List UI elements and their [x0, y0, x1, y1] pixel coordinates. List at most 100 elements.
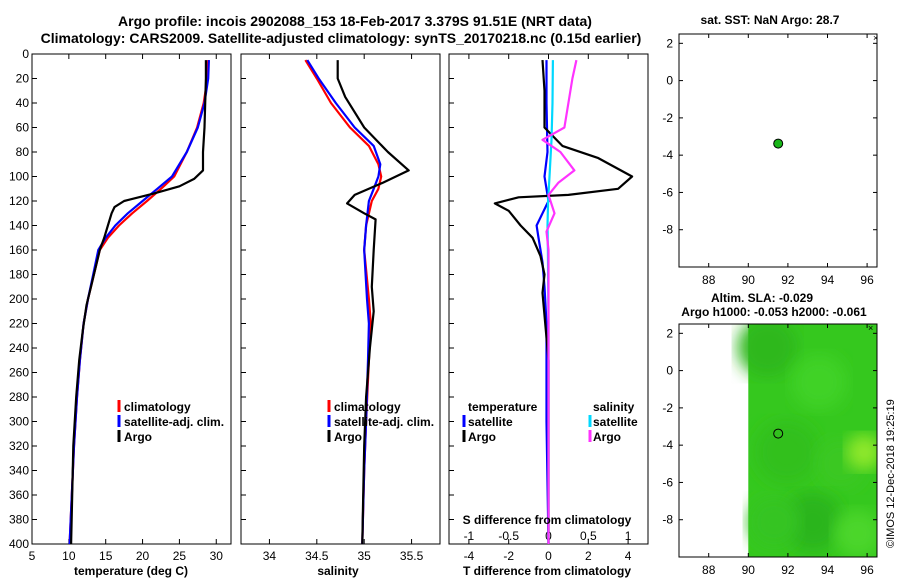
legend-label-satellite: satellite-adj. clim. — [124, 415, 224, 429]
map-y-tick-label: -8 — [662, 223, 673, 237]
legend-label-s-satellite: satellite — [593, 415, 638, 429]
argo-location-marker — [773, 428, 784, 439]
y-tick-label: 220 — [9, 317, 29, 331]
y-tick-label: 180 — [9, 268, 29, 282]
y-tick-label: 340 — [9, 464, 29, 478]
sla-map-panel: Altim. SLA: -0.029 Argo h1000: -0.053 h2… — [662, 291, 878, 577]
legend-label-climatology: climatology — [334, 400, 401, 414]
y-tick-label: 360 — [9, 488, 29, 502]
x-tick-label: 34 — [263, 549, 277, 563]
argo-location-marker — [773, 138, 784, 149]
x-tick-label: 34.5 — [305, 549, 329, 563]
series-line-argo — [336, 60, 410, 545]
y-tick-label: 400 — [9, 537, 29, 551]
sst-map-panel: sat. SST: NaN Argo: 28.7 88 90 92 94 96 2 0 -2 -… — [662, 13, 878, 287]
sla-field-patch — [846, 434, 877, 471]
temperature-legend: climatology satellite-adj. clim. Argo — [117, 400, 224, 444]
map-x-tick-label: 88 — [702, 273, 716, 287]
map-y-tick-label: -6 — [662, 185, 673, 199]
series-line-t-satellite — [535, 60, 550, 545]
s-tick-label: 0.5 — [580, 529, 597, 543]
salinity-panel: 34 34.5 35 35.5 salinity climatology satell… — [240, 53, 441, 578]
map-x-tick-label: 92 — [781, 273, 795, 287]
sst-map-title: sat. SST: NaN Argo: 28.7 — [701, 13, 840, 27]
map-x-tick-label: 96 — [860, 563, 874, 577]
figure-title-line2: Climatology: CARS2009. Satellite-adjuste… — [41, 30, 642, 46]
y-tick-label: 80 — [16, 145, 30, 159]
y-tick-label: 120 — [9, 194, 29, 208]
map-corner-marker: × — [868, 323, 873, 333]
sla-field-patch — [754, 420, 819, 485]
y-tick-label: 320 — [9, 439, 29, 453]
sla-field-patch — [791, 354, 848, 411]
legend-label-argo: Argo — [334, 430, 362, 444]
y-tick-label: 0 — [22, 47, 29, 61]
map-y-tick-label: 2 — [666, 326, 673, 340]
map-x-tick-label: 94 — [821, 273, 835, 287]
legend-label-salinity: salinity — [593, 400, 635, 414]
temperature-axes-frame — [31, 53, 232, 545]
temperature-xlabel: temperature (deg C) — [74, 564, 188, 578]
legend-label-argo: Argo — [124, 430, 152, 444]
y-tick-label: 40 — [16, 96, 30, 110]
series-line-satellite-adj-clim — [68, 60, 210, 545]
salinity-legend: climatology satellite-adj. clim. Argo — [327, 400, 434, 444]
x-tick-label: 35 — [358, 549, 372, 563]
temperature-panel: 5 10 15 20 25 3002040608010012014016018020022… — [9, 47, 232, 578]
salinity-xlabel: salinity — [317, 564, 359, 578]
sla-field — [737, 324, 877, 557]
map-x-tick-label: 90 — [742, 273, 756, 287]
map-x-tick-label: 92 — [781, 563, 795, 577]
x-tick-label: 35.5 — [400, 549, 424, 563]
map-y-tick-label: 2 — [666, 36, 673, 50]
y-tick-label: 380 — [9, 513, 29, 527]
sst-map-frame — [678, 33, 878, 268]
y-tick-label: 260 — [9, 366, 29, 380]
y-tick-label: 60 — [16, 121, 30, 135]
y-tick-label: 200 — [9, 292, 29, 306]
map-y-tick-label: -6 — [662, 475, 673, 489]
credit-text: ©IMOS 12-Dec-2018 19:25:19 — [885, 399, 897, 548]
x-tick-label: 20 — [136, 549, 150, 563]
x-tick-label: 15 — [99, 549, 113, 563]
sla-map-frame — [678, 323, 878, 558]
legend-label-t-satellite: satellite — [468, 415, 513, 429]
x-tick-label: -4 — [464, 549, 475, 563]
x-tick-label: 5 — [29, 549, 36, 563]
legend-label-s-argo: Argo — [593, 430, 621, 444]
difference-legend-left: temperature satellite Argo — [462, 400, 538, 444]
series-line-climatology — [68, 60, 210, 545]
s-tick-label: -1 — [464, 529, 475, 543]
sla-map-subtitle: Argo h1000: -0.053 h2000: -0.061 — [681, 305, 867, 319]
map-y-tick-label: -4 — [662, 438, 673, 452]
legend-label-temperature: temperature — [468, 400, 538, 414]
y-tick-label: 280 — [9, 390, 29, 404]
map-x-tick-label: 88 — [702, 563, 716, 577]
salinity-axes-frame — [240, 53, 441, 545]
x-tick-label: 10 — [62, 549, 76, 563]
sla-field-patch — [748, 496, 801, 549]
x-tick-label: 2 — [585, 549, 592, 563]
map-x-tick-label: 90 — [742, 563, 756, 577]
map-y-tick-label: -2 — [662, 401, 673, 415]
y-tick-label: 240 — [9, 341, 29, 355]
x-tick-label: 25 — [173, 549, 187, 563]
map-y-tick-label: -8 — [662, 513, 673, 527]
series-line-s-argo — [541, 59, 578, 544]
sla-field-patch — [833, 509, 877, 557]
t-difference-xlabel: T difference from climatology — [463, 564, 631, 578]
series-line-argo — [70, 60, 207, 545]
x-tick-label: 4 — [625, 549, 632, 563]
map-corner-marker: × — [873, 33, 878, 43]
x-tick-label: -2 — [503, 549, 514, 563]
sla-field-patch — [782, 492, 843, 553]
y-tick-label: 140 — [9, 219, 29, 233]
s-tick-label: -0.5 — [498, 529, 519, 543]
legend-label-t-argo: Argo — [468, 430, 496, 444]
sla-map-title: Altim. SLA: -0.029 — [711, 291, 813, 305]
map-y-tick-label: -4 — [662, 148, 673, 162]
sla-field-patch — [737, 324, 798, 378]
legend-label-climatology: climatology — [124, 400, 191, 414]
legend-label-satellite: satellite-adj. clim. — [334, 415, 434, 429]
